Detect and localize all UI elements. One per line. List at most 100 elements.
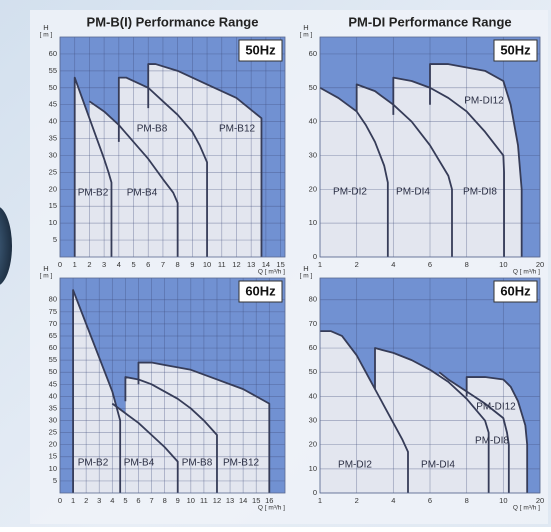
y-tick-label: 5 — [53, 235, 57, 244]
x-tick-label: 3 — [102, 260, 106, 269]
frequency-box — [238, 280, 283, 303]
y-tick-label: 20 — [309, 440, 317, 449]
x-tick-label: 13 — [226, 496, 234, 505]
y-tick-label: 5 — [53, 476, 57, 485]
x-tick-label: 3 — [97, 496, 101, 505]
x-tick-label: 11 — [200, 496, 208, 505]
series-label: PM-B2 — [78, 458, 109, 469]
x-tick-label: 1 — [73, 260, 77, 269]
y-tick-label: 20 — [49, 184, 57, 193]
series-label: PM-B12 — [223, 458, 260, 469]
plot-border — [319, 277, 541, 494]
area-fill — [148, 64, 262, 257]
y-tick-label: 30 — [49, 150, 57, 159]
y-axis-label: H — [303, 23, 308, 32]
x-tick-label: 10 — [203, 260, 211, 269]
x-axis-label: Q [ m³/h ] — [258, 505, 285, 512]
y-tick-label: 30 — [49, 416, 57, 425]
y-tick-label: 30 — [309, 416, 317, 425]
y-tick-label: 60 — [309, 49, 317, 58]
series-label: PM-B2 — [78, 188, 109, 199]
x-tick-label: 11 — [218, 260, 226, 269]
series-label: PM-DI8 — [475, 436, 509, 447]
y-tick-label: 25 — [49, 167, 57, 176]
pump-curve — [137, 361, 271, 493]
y-axis-unit: [ m ] — [40, 32, 53, 39]
y-tick-label: 40 — [49, 117, 57, 126]
series-label: PM-DI4 — [396, 187, 430, 198]
x-tick-label: 14 — [239, 496, 247, 505]
y-tick-label: 15 — [49, 201, 57, 210]
series-label: PM-DI12 — [464, 96, 504, 107]
pump-curve — [319, 86, 389, 257]
x-tick-label: 13 — [247, 260, 255, 269]
y-tick-label: 60 — [49, 49, 57, 58]
pump-curve — [111, 402, 179, 493]
y-axis-unit: [ m ] — [300, 273, 313, 280]
x-tick-label: 8 — [163, 496, 167, 505]
chart: PM-DI2 PM-DI4 PM-DI8 PM-DI12 1 2 4 6 8 10 20 0 10 20 3… — [300, 264, 544, 512]
y-tick-label: 40 — [49, 391, 57, 400]
x-tick-label: 9 — [190, 260, 194, 269]
y-tick-label: 40 — [309, 117, 317, 126]
x-tick-label: 5 — [123, 496, 127, 505]
frequency-label: 50Hz — [500, 42, 531, 57]
x-tick-label: 6 — [146, 260, 150, 269]
x-tick-label: 2 — [87, 260, 91, 269]
pump-curve — [88, 100, 179, 257]
x-tick-label: 10 — [499, 260, 507, 269]
y-tick-label: 10 — [309, 218, 317, 227]
pump-curve — [147, 63, 263, 257]
x-tick-label: 10 — [499, 496, 507, 505]
y-axis-label: H — [43, 264, 48, 273]
plot-border — [319, 36, 541, 258]
y-tick-label: 40 — [309, 391, 317, 400]
x-tick-label: 14 — [262, 260, 270, 269]
x-tick-label: 8 — [176, 260, 180, 269]
x-tick-label: 12 — [213, 496, 221, 505]
y-axis-label: H — [43, 23, 48, 32]
x-tick-label: 2 — [84, 496, 88, 505]
x-tick-label: 8 — [465, 260, 469, 269]
pump-curve — [429, 63, 523, 257]
x-tick-label: 7 — [149, 496, 153, 505]
series-label: PM-DI2 — [333, 187, 367, 198]
x-tick-label: 16 — [265, 496, 273, 505]
y-tick-label: 70 — [49, 319, 57, 328]
y-tick-label: 50 — [309, 367, 317, 376]
y-tick-label: 25 — [49, 428, 57, 437]
y-tick-label: 45 — [49, 379, 57, 388]
series-label: PM-B8 — [182, 458, 213, 469]
y-tick-label: 0 — [313, 488, 317, 497]
frequency-box — [238, 39, 283, 62]
y-tick-label: 75 — [49, 307, 57, 316]
pump-curve — [355, 83, 453, 257]
series-label: PM-DI12 — [476, 402, 516, 413]
x-tick-label: 1 — [318, 496, 322, 505]
y-tick-label: 65 — [49, 331, 57, 340]
x-tick-label: 1 — [318, 260, 322, 269]
y-tick-label: 55 — [49, 66, 57, 75]
pump-curve — [374, 347, 490, 493]
area-fill — [430, 64, 522, 257]
chart: PM-DI2 PM-DI4 PM-DI8 PM-DI12 1 2 4 6 8 10 20 0 10 20 3… — [300, 14, 544, 275]
x-tick-label: 4 — [391, 496, 395, 505]
series-label: PM-DI2 — [338, 460, 372, 471]
x-tick-label: 20 — [536, 496, 544, 505]
x-tick-label: 6 — [136, 496, 140, 505]
y-tick-label: 70 — [309, 319, 317, 328]
y-tick-label: 50 — [309, 83, 317, 92]
y-tick-label: 10 — [309, 464, 317, 473]
y-axis-unit: [ m ] — [300, 32, 313, 39]
pump-curve — [72, 289, 122, 493]
x-tick-label: 6 — [428, 260, 432, 269]
y-tick-label: 45 — [49, 100, 57, 109]
x-tick-label: 4 — [391, 260, 395, 269]
y-tick-label: 80 — [309, 295, 317, 304]
series-label: PM-B12 — [219, 124, 256, 135]
y-tick-label: 20 — [309, 184, 317, 193]
y-tick-label: 10 — [49, 218, 57, 227]
series-label: PM-DI4 — [421, 460, 455, 471]
x-tick-label: 7 — [161, 260, 165, 269]
